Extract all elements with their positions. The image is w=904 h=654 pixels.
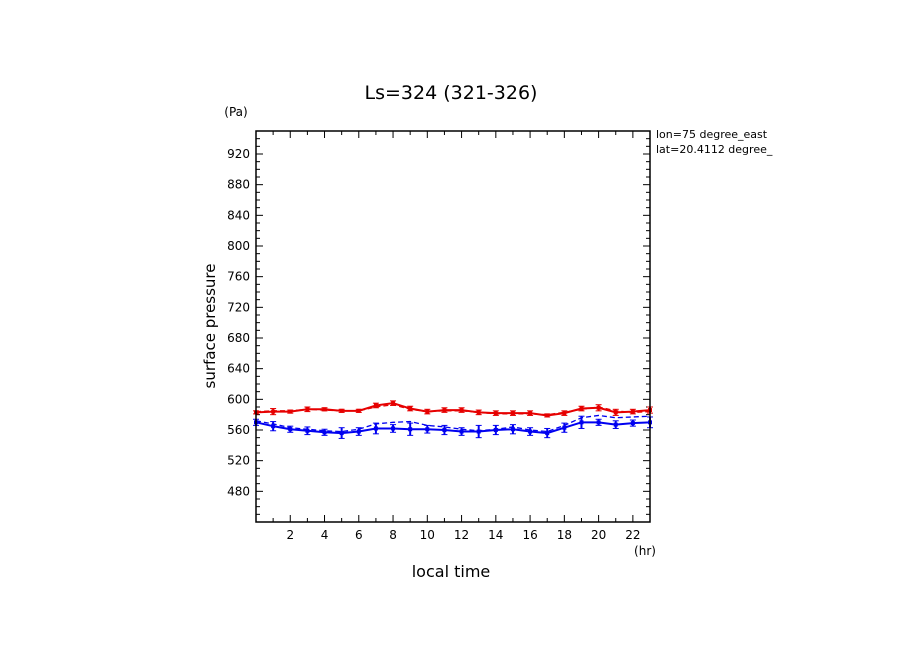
data-point	[613, 410, 618, 415]
data-point	[305, 428, 310, 433]
data-point	[493, 411, 498, 416]
y-tick-label: 920	[227, 147, 250, 161]
data-point	[339, 431, 344, 436]
data-point	[562, 425, 567, 430]
x-tick-label: 16	[522, 528, 537, 542]
x-tick-label: 6	[355, 528, 363, 542]
y-tick-label: 680	[227, 331, 250, 345]
x-tick-label: 22	[625, 528, 640, 542]
data-point	[579, 406, 584, 411]
x-tick-label: 2	[286, 528, 294, 542]
data-point	[545, 413, 550, 418]
y-tick-label: 600	[227, 392, 250, 406]
y-tick-label: 520	[227, 454, 250, 468]
data-point	[288, 427, 293, 432]
data-point	[425, 427, 430, 432]
y-unit-label: (Pa)	[224, 105, 247, 119]
data-point	[373, 403, 378, 408]
series-2	[255, 404, 651, 416]
x-tick-label: 8	[389, 528, 397, 542]
annotation-lat: lat=20.4112 degree_	[656, 143, 773, 156]
y-tick-label: 880	[227, 178, 250, 192]
data-point	[271, 409, 276, 414]
data-point	[630, 421, 635, 426]
data-point	[545, 431, 550, 436]
data-point	[356, 429, 361, 434]
y-tick-label: 720	[227, 300, 250, 314]
data-point	[596, 420, 601, 425]
y-axis-label: surface pressure	[201, 264, 219, 389]
x-tick-label: 10	[420, 528, 435, 542]
x-tick-label: 20	[591, 528, 606, 542]
x-tick-label: 4	[321, 528, 329, 542]
series-line	[255, 414, 651, 433]
plot-frame	[255, 130, 651, 523]
data-point	[408, 406, 413, 411]
data-point	[510, 427, 515, 432]
data-point	[476, 429, 481, 434]
data-point	[579, 420, 584, 425]
data-point	[528, 411, 533, 416]
x-axis-label: local time	[412, 562, 491, 581]
data-point	[459, 408, 464, 413]
chart-title: Ls=324 (321-326)	[365, 82, 538, 104]
data-point	[322, 407, 327, 412]
data-point	[596, 405, 601, 410]
data-point	[459, 429, 464, 434]
y-tick-label: 640	[227, 362, 250, 376]
series-4	[255, 414, 651, 433]
x-unit-label: (hr)	[634, 544, 656, 558]
y-tick-label: 840	[227, 208, 250, 222]
data-point	[356, 408, 361, 413]
data-point	[493, 428, 498, 432]
data-point	[528, 429, 533, 434]
data-point	[442, 408, 447, 413]
data-point	[322, 430, 327, 435]
series-3	[253, 415, 653, 439]
data-point	[510, 411, 515, 416]
data-point	[373, 426, 378, 431]
data-point	[613, 422, 618, 427]
x-tick-label: 12	[454, 528, 469, 542]
axes: 2 4 6 8 10 12 14 16 18 20 22 480 520 560 600 640 680 720 7…	[227, 130, 651, 542]
x-tick-label: 14	[488, 528, 503, 542]
y-tick-label: 560	[227, 423, 250, 437]
series-line	[255, 421, 651, 435]
data-point	[339, 408, 344, 413]
data-point	[442, 428, 447, 432]
data-point	[630, 409, 635, 414]
y-tick-label: 800	[227, 239, 250, 253]
plot-area	[253, 400, 653, 439]
series-line	[255, 404, 651, 416]
y-tick-label: 760	[227, 270, 250, 284]
annotation-lon: lon=75 degree_east	[656, 128, 768, 141]
data-point	[408, 427, 413, 432]
x-tick-label: 18	[557, 528, 572, 542]
data-point	[562, 411, 567, 416]
data-point	[391, 426, 396, 431]
data-point	[391, 401, 396, 406]
data-point	[288, 409, 293, 414]
y-tick-label: 480	[227, 484, 250, 498]
data-point	[271, 424, 276, 429]
